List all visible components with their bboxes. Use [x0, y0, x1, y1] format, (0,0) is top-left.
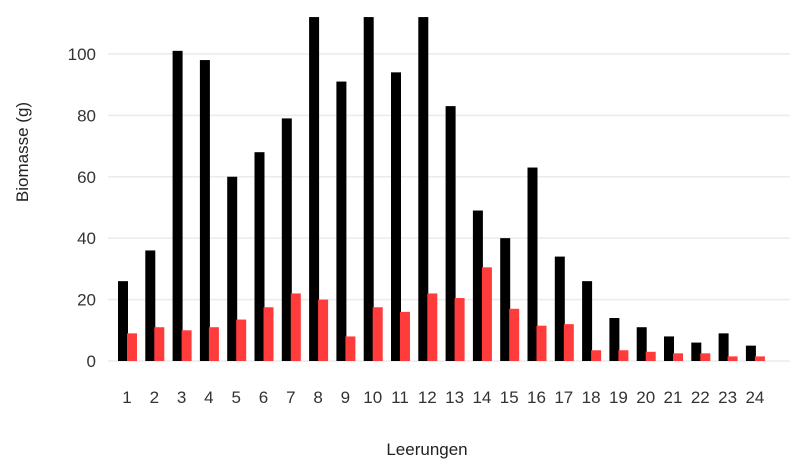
bar-series2-12	[427, 293, 438, 361]
bar-series1-21	[664, 336, 674, 361]
x-tick-label: 24	[745, 388, 764, 407]
x-tick-label: 13	[445, 388, 464, 407]
bar-series2-3	[181, 330, 192, 361]
y-tick-label: 40	[77, 229, 96, 248]
bar-series1-24	[745, 345, 756, 361]
x-tick-label: 10	[363, 388, 382, 407]
y-tick-label: 0	[87, 352, 96, 371]
bar-series2-2	[154, 327, 165, 361]
x-tick-label: 6	[259, 388, 268, 407]
bar-series2-14	[481, 267, 492, 361]
bar-series2-20	[645, 351, 656, 361]
x-tick-label: 11	[391, 388, 409, 407]
bar-series1-1	[118, 281, 128, 361]
y-tick-label: 80	[77, 106, 96, 125]
bar-series1-3	[172, 50, 183, 362]
bar-series1-2	[145, 250, 156, 361]
bar-series1-13	[445, 106, 456, 361]
bar-series1-20	[636, 327, 647, 361]
x-tick-label: 2	[150, 388, 159, 407]
x-tick-label: 18	[582, 388, 601, 407]
bar-series2-5	[236, 319, 247, 361]
bar-series1-18	[582, 281, 593, 361]
bar-series1-7	[281, 118, 292, 362]
x-axis-ticks: 1 2 3 4 5 6 7 8 9 10 11 12 13 14 15 16 17 18 19 20 21 22 23 24	[122, 388, 764, 407]
x-tick-label: 19	[609, 388, 628, 407]
bar-series2-6	[263, 307, 274, 361]
bar-series1-17	[554, 256, 565, 361]
y-tick-label: 100	[68, 45, 96, 64]
bar-series2-11	[400, 311, 410, 361]
bar-series1-22	[691, 342, 702, 361]
bars	[118, 17, 765, 362]
bar-series2-24	[754, 356, 765, 361]
y-tick-label: 20	[77, 291, 96, 310]
bar-series1-11	[391, 72, 401, 362]
x-tick-label: 7	[286, 388, 295, 407]
x-axis-label: Leerungen	[386, 440, 467, 459]
x-tick-label: 22	[691, 388, 710, 407]
y-tick-label: 60	[77, 168, 96, 187]
bar-series1-15	[500, 238, 511, 361]
x-tick-label: 1	[122, 388, 131, 407]
bar-series2-16	[536, 325, 547, 361]
bar-series1-5	[227, 176, 238, 361]
bar-series1-14	[472, 210, 483, 361]
x-tick-label: 23	[718, 388, 737, 407]
bar-series2-19	[618, 350, 629, 361]
x-tick-label: 5	[231, 388, 240, 407]
bar-series2-10	[372, 307, 383, 361]
bar-series1-10	[363, 17, 374, 361]
bar-series2-17	[563, 324, 574, 361]
bar-series1-9	[336, 81, 347, 361]
bar-series1-8	[309, 17, 320, 361]
bar-series2-8	[318, 299, 329, 361]
bar-series2-1	[127, 333, 137, 361]
bar-series2-18	[591, 350, 602, 361]
bar-series2-22	[700, 353, 711, 361]
x-tick-label: 14	[472, 388, 491, 407]
x-tick-label: 21	[664, 388, 683, 407]
x-tick-label: 16	[527, 388, 546, 407]
bar-series2-21	[673, 353, 683, 361]
bar-series1-4	[199, 60, 210, 361]
bar-series2-4	[208, 327, 219, 361]
bar-series2-23	[727, 356, 738, 361]
x-tick-label: 15	[500, 388, 519, 407]
bar-series2-7	[290, 293, 301, 361]
bar-series1-6	[254, 152, 265, 361]
bar-series1-23	[718, 333, 729, 361]
y-axis-label: Biomasse (g)	[13, 102, 32, 202]
bar-series2-9	[345, 336, 356, 361]
y-axis-ticks: 0 20 40 60 80 100	[68, 45, 96, 371]
x-tick-label: 3	[177, 388, 186, 407]
x-tick-label: 17	[554, 388, 573, 407]
x-tick-label: 4	[204, 388, 213, 407]
bar-series1-19	[609, 318, 620, 361]
bar-series1-16	[527, 167, 538, 361]
bar-series2-15	[509, 308, 520, 361]
x-tick-label: 12	[418, 388, 437, 407]
x-tick-label: 20	[636, 388, 655, 407]
x-tick-label: 8	[313, 388, 322, 407]
bar-series1-12	[418, 17, 429, 361]
x-tick-label: 9	[341, 388, 350, 407]
bar-series2-13	[454, 298, 465, 361]
